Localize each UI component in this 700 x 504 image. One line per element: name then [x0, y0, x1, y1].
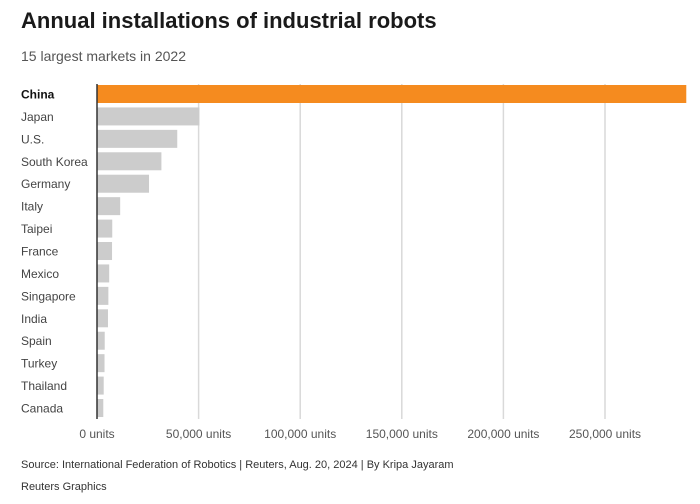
bar-u-s- — [97, 129, 178, 148]
bar-china — [97, 85, 687, 103]
bar-india — [97, 309, 108, 328]
category-label: Canada — [21, 402, 63, 416]
category-label: Taipei — [21, 222, 52, 236]
bar-chart: 0 units 50,000 units 100,000 units 150,000 … — [21, 84, 687, 441]
category-label: Japan — [21, 110, 54, 124]
bar-germany — [97, 174, 150, 193]
bar-canada — [97, 399, 104, 418]
bar-mexico — [97, 264, 110, 283]
category-label: South Korea — [21, 155, 88, 169]
bar-japan — [97, 107, 200, 126]
chart-subtitle: 15 largest markets in 2022 — [21, 48, 186, 64]
category-label: India — [21, 312, 47, 326]
category-label: France — [21, 245, 59, 259]
bar-thailand — [97, 376, 104, 395]
bar-spain — [97, 331, 105, 350]
category-label: Mexico — [21, 267, 59, 281]
category-label: Germany — [21, 177, 70, 191]
bar-south-korea — [97, 152, 162, 171]
category-label: Italy — [21, 200, 43, 214]
credit-note: Reuters Graphics — [21, 481, 107, 493]
bar-italy — [97, 197, 121, 216]
x-tick-label: 250,000 units — [569, 427, 641, 441]
chart-title: Annual installations of industrial robot… — [21, 8, 437, 33]
bar-singapore — [97, 286, 109, 305]
x-tick-label: 200,000 units — [467, 427, 539, 441]
bar-france — [97, 242, 113, 261]
source-note: Source: International Federation of Robo… — [21, 459, 454, 471]
x-tick-label: 100,000 units — [264, 427, 336, 441]
category-label: Singapore — [21, 289, 76, 303]
x-tick-label: 150,000 units — [366, 427, 438, 441]
bar-taipei — [97, 219, 113, 238]
category-label: China — [21, 88, 55, 102]
bar-turkey — [97, 354, 105, 373]
x-tick-label: 50,000 units — [166, 427, 231, 441]
category-label: U.S. — [21, 132, 44, 146]
category-label: Thailand — [21, 379, 67, 393]
category-label: Turkey — [21, 357, 57, 371]
x-tick-label: 0 units — [79, 427, 114, 441]
category-label: Spain — [21, 334, 52, 348]
